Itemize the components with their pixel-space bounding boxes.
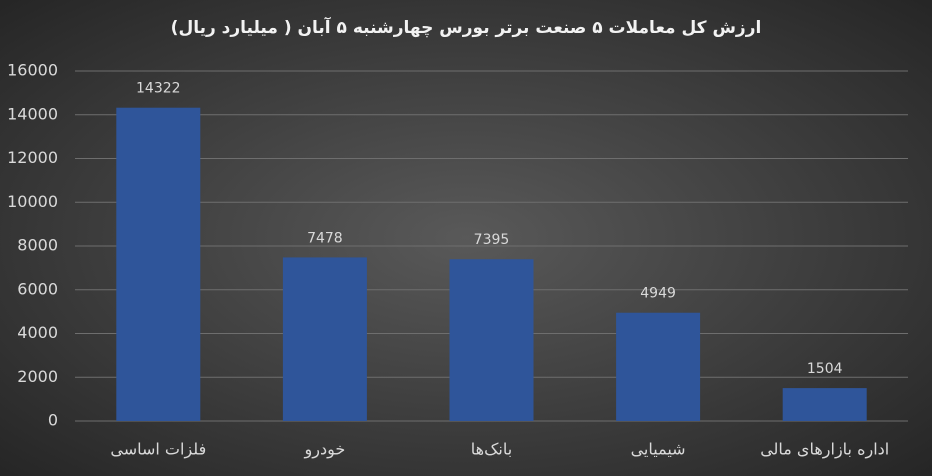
y-tick-label: 8000 bbox=[17, 236, 58, 255]
y-tick-label: 16000 bbox=[7, 61, 58, 80]
data-label: 1504 bbox=[807, 361, 843, 377]
chart-title: ارزش کل معاملات ۵ صنعت برتر بورس چهارشنب… bbox=[171, 16, 762, 38]
x-tick-label: فلزات اساسی bbox=[110, 440, 206, 460]
y-tick-label: 4000 bbox=[17, 323, 58, 342]
y-tick-label: 2000 bbox=[17, 367, 58, 386]
bar bbox=[616, 312, 701, 421]
bar bbox=[116, 107, 201, 422]
y-tick-label: 12000 bbox=[7, 148, 58, 167]
bar bbox=[449, 259, 534, 421]
x-tick-label: بانک‌ها bbox=[471, 440, 512, 459]
y-tick-label: 0 bbox=[48, 411, 58, 430]
bar bbox=[282, 257, 367, 421]
data-label: 7478 bbox=[307, 230, 343, 246]
y-tick-label: 10000 bbox=[7, 192, 58, 211]
x-tick-label: خودرو bbox=[304, 440, 346, 460]
data-label: 7395 bbox=[474, 232, 510, 248]
data-label: 4949 bbox=[640, 286, 676, 302]
x-tick-label: شیمیایی bbox=[631, 440, 686, 459]
y-tick-label: 6000 bbox=[17, 279, 58, 298]
data-label: 14322 bbox=[136, 81, 181, 97]
y-tick-label: 14000 bbox=[7, 104, 58, 123]
bar bbox=[782, 388, 867, 421]
x-tick-label: اداره بازارهای مالی bbox=[760, 440, 889, 460]
